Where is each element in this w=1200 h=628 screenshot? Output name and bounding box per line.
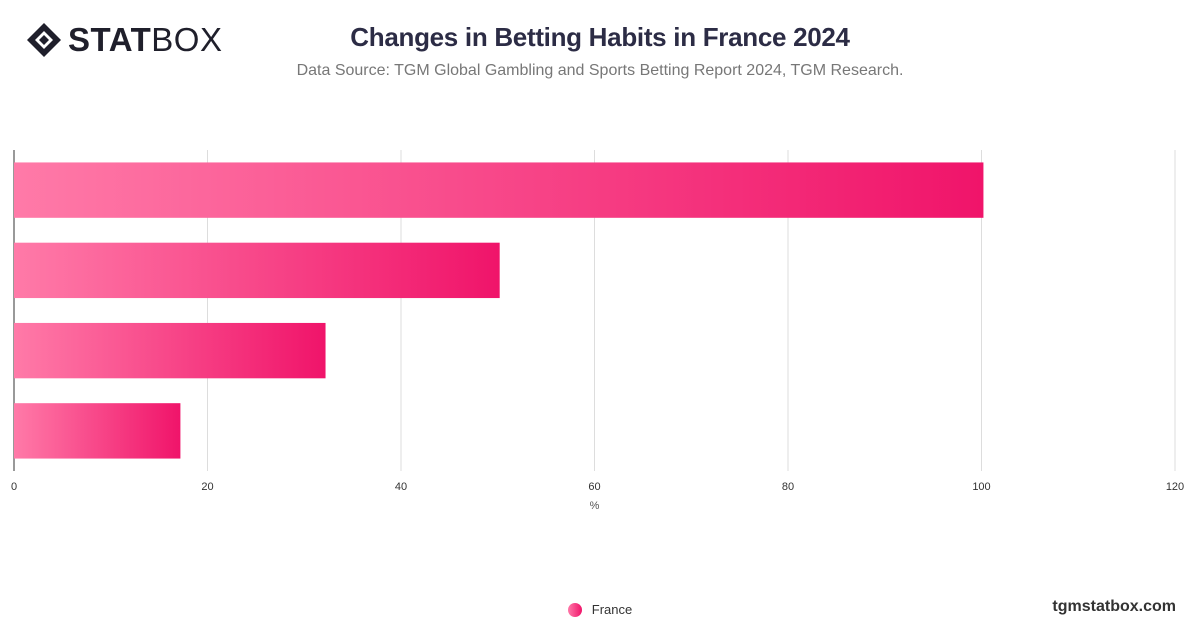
bar	[14, 322, 326, 379]
x-tick-label: 120	[1166, 481, 1184, 493]
bar	[14, 242, 500, 299]
legend[interactable]: France	[0, 602, 1200, 617]
legend-label: France	[591, 602, 633, 617]
logo-text-bold: STAT	[68, 21, 152, 58]
x-tick-label: 60	[588, 481, 600, 493]
x-tick-label: 40	[395, 481, 407, 493]
legend-marker	[567, 602, 582, 617]
x-tick-label: 20	[201, 481, 213, 493]
x-tick-label: 80	[782, 481, 794, 493]
statbox-diamond-icon	[27, 23, 61, 57]
bar	[14, 403, 181, 459]
site-url[interactable]: tgmstatbox.com	[1052, 598, 1176, 615]
x-tick-label: 0	[11, 481, 17, 493]
x-tick-label: 100	[972, 481, 990, 493]
bar	[14, 162, 984, 218]
x-axis-label: %	[590, 500, 600, 512]
chart-subtitle: Data Source: TGM Global Gambling and Spo…	[296, 62, 904, 79]
statbox-logo: STATBOX	[26, 22, 222, 58]
logo-text-light: BOX	[151, 21, 223, 58]
chart-title: Changes in Betting Habits in France 2024	[350, 22, 850, 52]
